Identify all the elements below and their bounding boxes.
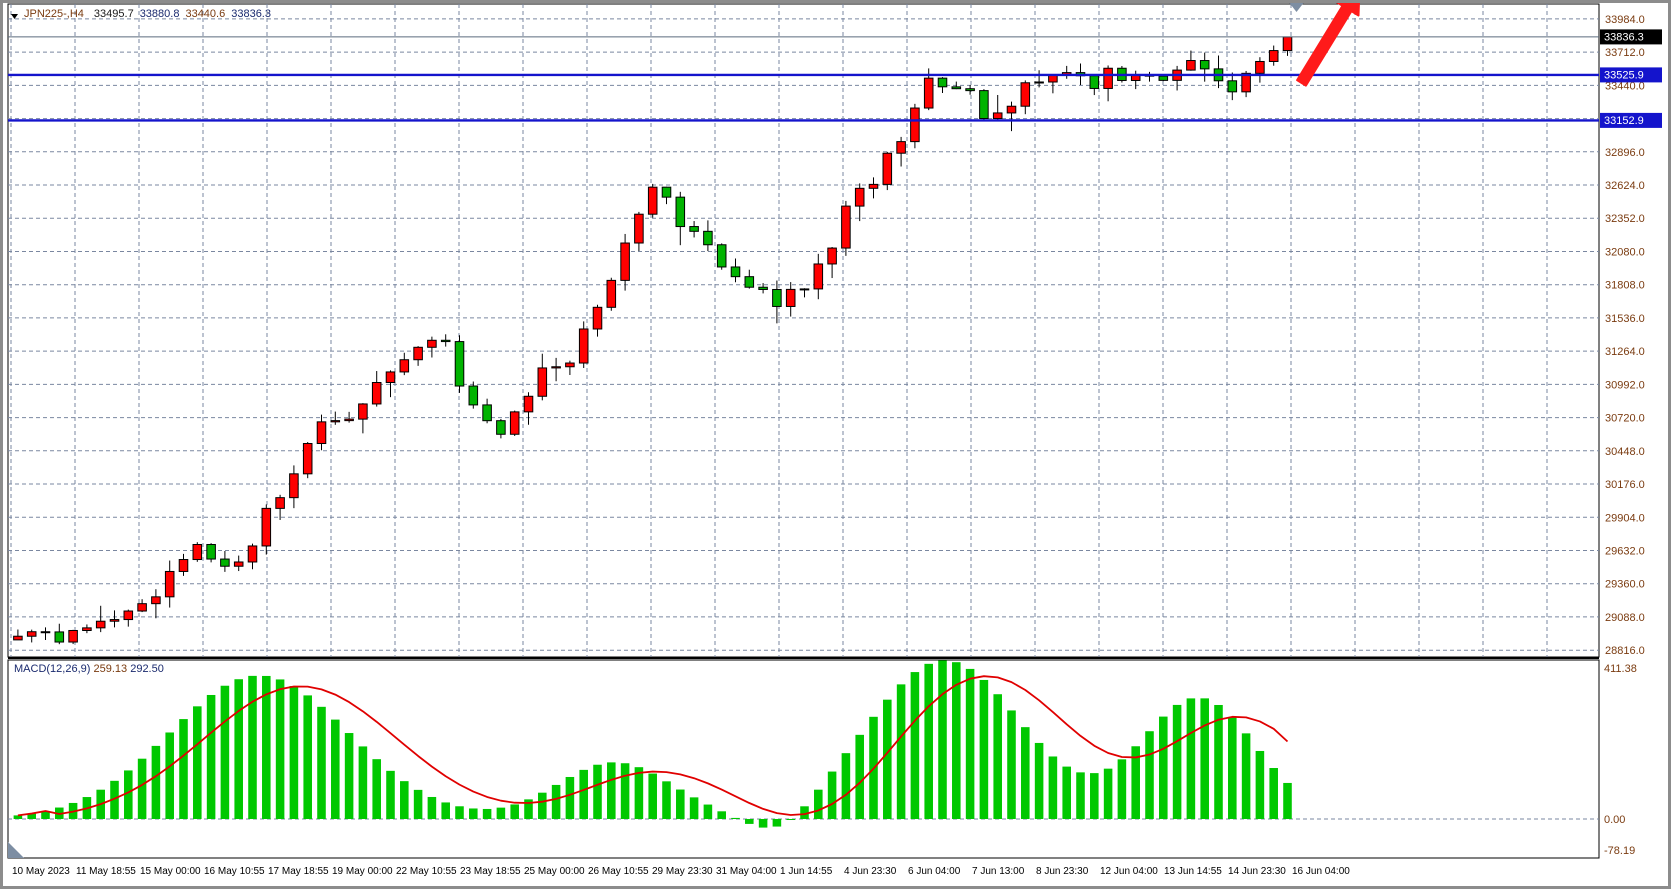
svg-text:31264.0: 31264.0 xyxy=(1605,346,1645,358)
svg-text:29632.0: 29632.0 xyxy=(1605,546,1645,558)
svg-text:MACD(12,26,9) 259.13 292.50: MACD(12,26,9) 259.13 292.50 xyxy=(14,663,164,675)
svg-text:25 May 00:00: 25 May 00:00 xyxy=(524,866,585,877)
svg-text:15 May 00:00: 15 May 00:00 xyxy=(140,866,201,877)
svg-text:17 May 18:55: 17 May 18:55 xyxy=(268,866,329,877)
svg-text:33836.3: 33836.3 xyxy=(1604,32,1644,44)
svg-text:26 May 10:55: 26 May 10:55 xyxy=(588,866,649,877)
svg-text:22 May 10:55: 22 May 10:55 xyxy=(396,866,457,877)
svg-text:7 Jun 13:00: 7 Jun 13:00 xyxy=(972,866,1025,877)
svg-text:30176.0: 30176.0 xyxy=(1605,479,1645,491)
svg-text:33525.9: 33525.9 xyxy=(1604,70,1644,82)
svg-text:33712.0: 33712.0 xyxy=(1605,47,1645,59)
svg-text:33152.9: 33152.9 xyxy=(1604,115,1644,127)
svg-text:30448.0: 30448.0 xyxy=(1605,446,1645,458)
svg-text:10 May 2023: 10 May 2023 xyxy=(12,866,70,877)
svg-text:-78.19: -78.19 xyxy=(1604,845,1635,857)
svg-text:32352.0: 32352.0 xyxy=(1605,213,1645,225)
svg-text:29360.0: 29360.0 xyxy=(1605,579,1645,591)
svg-text:4 Jun 23:30: 4 Jun 23:30 xyxy=(844,866,897,877)
svg-text:28816.0: 28816.0 xyxy=(1605,645,1645,657)
svg-text:0.00: 0.00 xyxy=(1604,814,1625,826)
svg-text:13 Jun 14:55: 13 Jun 14:55 xyxy=(1164,866,1222,877)
svg-text:29904.0: 29904.0 xyxy=(1605,512,1645,524)
svg-text:31808.0: 31808.0 xyxy=(1605,280,1645,292)
svg-text:29 May 23:30: 29 May 23:30 xyxy=(652,866,713,877)
svg-text:16 May 10:55: 16 May 10:55 xyxy=(204,866,265,877)
svg-text:30992.0: 30992.0 xyxy=(1605,379,1645,391)
svg-text:32624.0: 32624.0 xyxy=(1605,180,1645,192)
svg-text:31536.0: 31536.0 xyxy=(1605,313,1645,325)
svg-text:31 May 04:00: 31 May 04:00 xyxy=(716,866,777,877)
svg-text:1 Jun 14:55: 1 Jun 14:55 xyxy=(780,866,833,877)
svg-text:14 Jun 23:30: 14 Jun 23:30 xyxy=(1228,866,1286,877)
svg-text:11 May 18:55: 11 May 18:55 xyxy=(76,866,136,877)
svg-text:32080.0: 32080.0 xyxy=(1605,247,1645,259)
svg-text:33984.0: 33984.0 xyxy=(1605,14,1645,26)
svg-text:29088.0: 29088.0 xyxy=(1605,612,1645,624)
svg-text:30720.0: 30720.0 xyxy=(1605,413,1645,425)
svg-text:16 Jun 04:00: 16 Jun 04:00 xyxy=(1292,866,1350,877)
svg-text:411.38: 411.38 xyxy=(1604,663,1637,675)
svg-text:19 May 00:00: 19 May 00:00 xyxy=(332,866,393,877)
svg-text:12 Jun 04:00: 12 Jun 04:00 xyxy=(1100,866,1158,877)
svg-text:6 Jun 04:00: 6 Jun 04:00 xyxy=(908,866,961,877)
svg-text:23 May 18:55: 23 May 18:55 xyxy=(460,866,521,877)
svg-text:32896.0: 32896.0 xyxy=(1605,147,1645,159)
svg-text:8 Jun 23:30: 8 Jun 23:30 xyxy=(1036,866,1089,877)
